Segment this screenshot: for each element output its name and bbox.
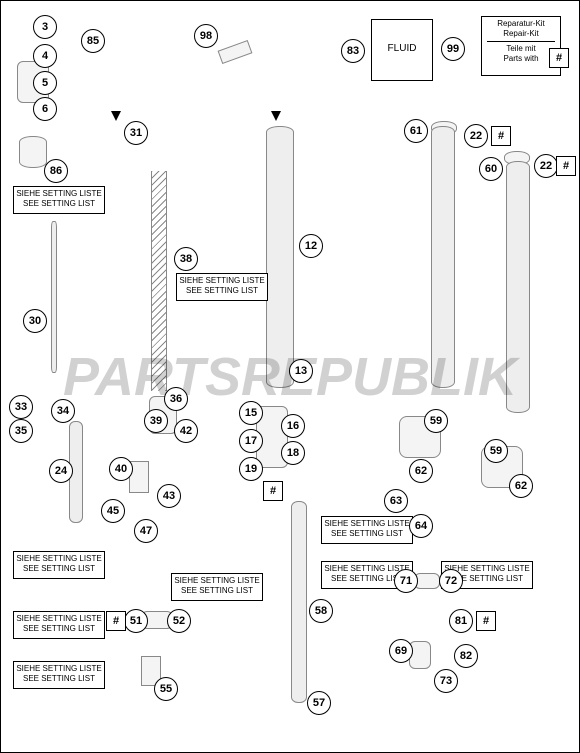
setting-text-en: SEE SETTING LIST xyxy=(14,624,104,634)
hash-mark: # xyxy=(556,156,576,176)
setting-text-de: SIEHE SETTING LISTE xyxy=(14,189,104,199)
hash-mark: # xyxy=(476,611,496,631)
callout-40: 40 xyxy=(109,457,133,481)
repair-line4: Parts with xyxy=(503,54,538,64)
setting-list-box: SIEHE SETTING LISTESEE SETTING LIST xyxy=(321,516,413,544)
callout-22: 22 xyxy=(464,124,488,148)
callout-35: 35 xyxy=(9,419,33,443)
setting-text-en: SEE SETTING LIST xyxy=(172,586,262,596)
callout-15: 15 xyxy=(239,401,263,425)
setting-text-en: SEE SETTING LIST xyxy=(322,529,412,539)
callout-57: 57 xyxy=(307,691,331,715)
callout-19: 19 xyxy=(239,457,263,481)
callout-13: 13 xyxy=(289,359,313,383)
setting-list-box: SIEHE SETTING LISTESEE SETTING LIST xyxy=(176,273,268,301)
callout-34: 34 xyxy=(51,399,75,423)
setting-text-en: SEE SETTING LIST xyxy=(14,199,104,209)
arrow-down-icon xyxy=(111,111,121,121)
callout-22: 22 xyxy=(534,154,558,178)
setting-list-box: SIEHE SETTING LISTESEE SETTING LIST xyxy=(13,551,105,579)
tube-part xyxy=(51,221,57,373)
callout-45: 45 xyxy=(101,499,125,523)
callout-72: 72 xyxy=(439,569,463,593)
callout-12: 12 xyxy=(299,234,323,258)
callout-16: 16 xyxy=(281,414,305,438)
arrow-down-icon xyxy=(271,111,281,121)
callout-4: 4 xyxy=(33,44,57,68)
setting-text-de: SIEHE SETTING LISTE xyxy=(177,276,267,286)
callout-60: 60 xyxy=(479,157,503,181)
setting-list-box: SIEHE SETTING LISTESEE SETTING LIST xyxy=(13,661,105,689)
callout-71: 71 xyxy=(394,569,418,593)
setting-list-box: SIEHE SETTING LISTESEE SETTING LIST xyxy=(171,573,263,601)
setting-text-de: SIEHE SETTING LISTE xyxy=(14,664,104,674)
hash-mark: # xyxy=(549,48,569,68)
callout-69: 69 xyxy=(389,639,413,663)
callout-3: 3 xyxy=(33,15,57,39)
callout-31: 31 xyxy=(124,121,148,145)
callout-5: 5 xyxy=(33,71,57,95)
fluid-box: FLUID xyxy=(371,19,433,81)
callout-63: 63 xyxy=(384,489,408,513)
setting-list-box: SIEHE SETTING LISTESEE SETTING LIST xyxy=(13,611,105,639)
part-ring-86 xyxy=(19,136,47,168)
tube-part xyxy=(291,501,307,703)
callout-58: 58 xyxy=(309,599,333,623)
callout-61: 61 xyxy=(404,119,428,143)
setting-text-en: SEE SETTING LIST xyxy=(177,286,267,296)
callout-51: 51 xyxy=(124,609,148,633)
setting-text-de: SIEHE SETTING LISTE xyxy=(172,576,262,586)
callout-98: 98 xyxy=(194,24,218,48)
diagram-stage: FLUID Reparatur-Kit Repair-Kit Teile mit… xyxy=(0,0,580,753)
callout-52: 52 xyxy=(167,609,191,633)
setting-text-de: SIEHE SETTING LISTE xyxy=(14,614,104,624)
hash-mark: # xyxy=(263,481,283,501)
callout-55: 55 xyxy=(154,677,178,701)
callout-59: 59 xyxy=(424,409,448,433)
callout-42: 42 xyxy=(174,419,198,443)
callout-99: 99 xyxy=(441,37,465,61)
callout-18: 18 xyxy=(281,441,305,465)
callout-17: 17 xyxy=(239,429,263,453)
setting-text-de: SIEHE SETTING LISTE xyxy=(14,554,104,564)
callout-33: 33 xyxy=(9,395,33,419)
setting-list-box: SIEHE SETTING LISTESEE SETTING LIST xyxy=(13,186,105,214)
callout-62: 62 xyxy=(509,474,533,498)
callout-24: 24 xyxy=(49,459,73,483)
hash-mark: # xyxy=(491,126,511,146)
callout-86: 86 xyxy=(44,159,68,183)
callout-47: 47 xyxy=(134,519,158,543)
callout-43: 43 xyxy=(157,484,181,508)
setting-text-en: SEE SETTING LIST xyxy=(14,674,104,684)
callout-30: 30 xyxy=(23,309,47,333)
setting-text-de: SIEHE SETTING LISTE xyxy=(322,519,412,529)
callout-39: 39 xyxy=(144,409,168,433)
tube-part xyxy=(431,126,455,388)
callout-59: 59 xyxy=(484,439,508,463)
callout-62: 62 xyxy=(409,459,433,483)
callout-73: 73 xyxy=(434,669,458,693)
repair-line3: Teile mit xyxy=(503,44,538,54)
callout-81: 81 xyxy=(449,609,473,633)
callout-82: 82 xyxy=(454,644,478,668)
tube-part xyxy=(266,126,294,388)
callout-85: 85 xyxy=(81,29,105,53)
spring-part xyxy=(151,171,167,391)
repair-line2: Repair-Kit xyxy=(484,29,558,39)
fluid-label: FLUID xyxy=(372,20,432,54)
tube-part xyxy=(506,161,530,413)
callout-38: 38 xyxy=(174,247,198,271)
hash-mark: # xyxy=(106,611,126,631)
setting-text-en: SEE SETTING LIST xyxy=(14,564,104,574)
repair-line1: Reparatur-Kit xyxy=(484,19,558,29)
callout-64: 64 xyxy=(409,514,433,538)
part-grease-98 xyxy=(218,40,253,64)
callout-36: 36 xyxy=(164,387,188,411)
callout-6: 6 xyxy=(33,97,57,121)
callout-83: 83 xyxy=(341,39,365,63)
